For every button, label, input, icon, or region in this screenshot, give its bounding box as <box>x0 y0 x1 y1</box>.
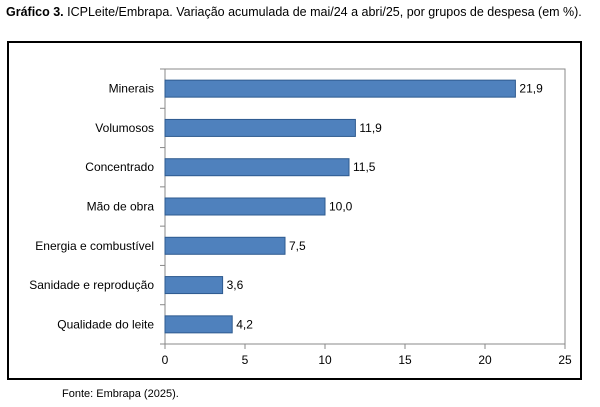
category-label: Mão de obra <box>87 200 155 214</box>
x-tick-label: 10 <box>318 353 332 367</box>
x-tick-label: 20 <box>478 353 492 367</box>
category-label: Concentrado <box>85 160 154 174</box>
value-label: 21,9 <box>519 82 543 96</box>
value-label: 7,5 <box>289 239 306 253</box>
bar <box>164 276 224 295</box>
bar <box>164 79 516 98</box>
value-label: 11,5 <box>353 160 376 174</box>
bar <box>164 315 233 334</box>
bar <box>164 158 350 177</box>
x-tick-label: 25 <box>558 353 572 367</box>
value-label: 11,9 <box>359 121 382 135</box>
x-tick-label: 0 <box>162 353 169 367</box>
category-label: Minerais <box>109 82 154 96</box>
bar <box>164 236 286 255</box>
category-label: Qualidade do leite <box>57 317 154 331</box>
value-label: 10,0 <box>329 200 353 214</box>
value-label: 4,2 <box>236 317 253 331</box>
caption-label: Gráfico 3. <box>6 5 64 19</box>
category-label: Sanidade e reprodução <box>29 278 154 292</box>
x-tick-label: 15 <box>398 353 412 367</box>
source-note: Fonte: Embrapa (2025). <box>62 388 179 400</box>
figure-caption: Gráfico 3. ICPLeite/Embrapa. Variação ac… <box>6 4 594 21</box>
bar <box>164 118 356 137</box>
value-label: 3,6 <box>227 278 244 292</box>
bar <box>164 197 326 216</box>
x-tick-label: 5 <box>242 353 249 367</box>
category-label: Volumosos <box>95 121 154 135</box>
caption-text: ICPLeite/Embrapa. Variação acumulada de … <box>63 5 582 19</box>
category-label: Energia e combustível <box>35 239 154 253</box>
